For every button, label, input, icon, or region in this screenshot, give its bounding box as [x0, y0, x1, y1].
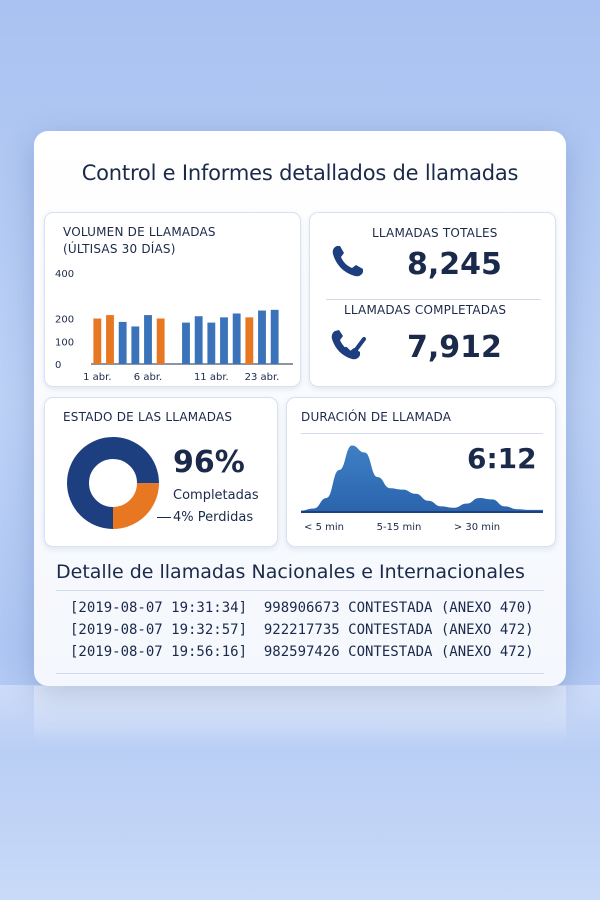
- phone-icon: [332, 246, 363, 277]
- y-tick-label: 0: [55, 360, 61, 371]
- volume-card-title: VOLUMEN DE LLAMADAS: [63, 225, 216, 239]
- volume-bar: [156, 318, 165, 364]
- x-tick-label: 1 abr.: [83, 372, 111, 383]
- completed-calls-value: 7,912: [407, 330, 502, 365]
- log-line: [2019-08-07 19:31:34] 998906673 CONTESTA…: [70, 600, 534, 616]
- volume-card-subtitle: (ÚLTISAS 30 DÍAS): [63, 242, 176, 256]
- volume-bar: [118, 321, 127, 364]
- duration-tick-label: 5-15 min: [377, 522, 422, 533]
- volume-bar: [131, 326, 140, 364]
- duration-area: [301, 445, 543, 512]
- volume-bar: [232, 313, 241, 364]
- total-calls-value: 8,245: [407, 247, 502, 282]
- status-completed-label: Completadas: [173, 488, 259, 503]
- status-leader-line: [157, 517, 171, 518]
- totals-divider: [326, 299, 541, 300]
- detail-title: Detalle de llamadas Nacionales e Interna…: [56, 561, 525, 583]
- volume-bar: [258, 310, 266, 364]
- volume-bar: [270, 309, 279, 364]
- y-tick-label: 200: [55, 315, 74, 326]
- duration-card: DURACIÓN DE LLAMADA 6:12 < 5 min 5-15 min…: [286, 397, 556, 547]
- duration-tick-label: < 5 min: [304, 522, 344, 533]
- status-card-title: ESTADO DE LAS LLAMADAS: [63, 410, 233, 424]
- x-tick-label: 11 abr.: [194, 372, 229, 383]
- floor-reflection: [0, 685, 600, 900]
- y-tick-label: 100: [55, 337, 74, 348]
- total-calls-label: LLAMADAS TOTALES: [372, 226, 498, 240]
- volume-bar: [194, 316, 203, 364]
- status-donut-chart: [67, 437, 159, 529]
- volume-bar: [207, 322, 216, 364]
- duration-value: 6:12: [467, 442, 537, 475]
- duration-divider: [301, 433, 543, 434]
- volume-bar: [245, 317, 254, 364]
- phone-check-icon: [331, 330, 366, 360]
- volume-bar-chart: 0 100 200 400 1 abr. 6 abr. 11 abr. 23 abr.: [55, 269, 293, 383]
- volume-card: VOLUMEN DE LLAMADAS (ÚLTISAS 30 DÍAS) 0 1…: [44, 212, 301, 387]
- volume-bar: [93, 318, 102, 364]
- duration-card-title: DURACIÓN DE LLAMADA: [301, 410, 452, 424]
- page-title: Control e Informes detallados de llamada…: [81, 161, 519, 185]
- x-tick-label: 23 abr.: [245, 372, 280, 383]
- x-tick-label: 6 abr.: [134, 372, 162, 383]
- report-panel: Control e Informes detallados de llamada…: [34, 131, 566, 686]
- status-percent: 96%: [173, 445, 245, 480]
- panel-reflection: [34, 686, 566, 746]
- volume-bar: [220, 317, 228, 364]
- volume-bar: [144, 315, 152, 364]
- volume-bar: [106, 315, 114, 364]
- detail-top-divider: [56, 590, 544, 591]
- status-lost-label: 4% Perdidas: [173, 510, 254, 525]
- duration-area-chart: < 5 min 5-15 min > 30 min: [301, 445, 543, 533]
- detail-bottom-divider: [56, 673, 544, 674]
- totals-card: LLAMADAS TOTALES 8,245 LLAMADAS COMPLETA…: [309, 212, 556, 387]
- y-tick-label: 400: [55, 269, 74, 280]
- log-line: [2019-08-07 19:32:57] 922217735 CONTESTA…: [70, 622, 534, 638]
- donut-slice-lost: [67, 437, 159, 529]
- completed-calls-label: LLAMADAS COMPLETADAS: [344, 303, 507, 317]
- status-card: ESTADO DE LAS LLAMADAS 96% Completadas 4…: [44, 397, 278, 547]
- log-line: [2019-08-07 19:56:16] 982597426 CONTESTA…: [70, 644, 534, 660]
- duration-tick-label: > 30 min: [454, 522, 500, 533]
- volume-bar: [182, 322, 190, 364]
